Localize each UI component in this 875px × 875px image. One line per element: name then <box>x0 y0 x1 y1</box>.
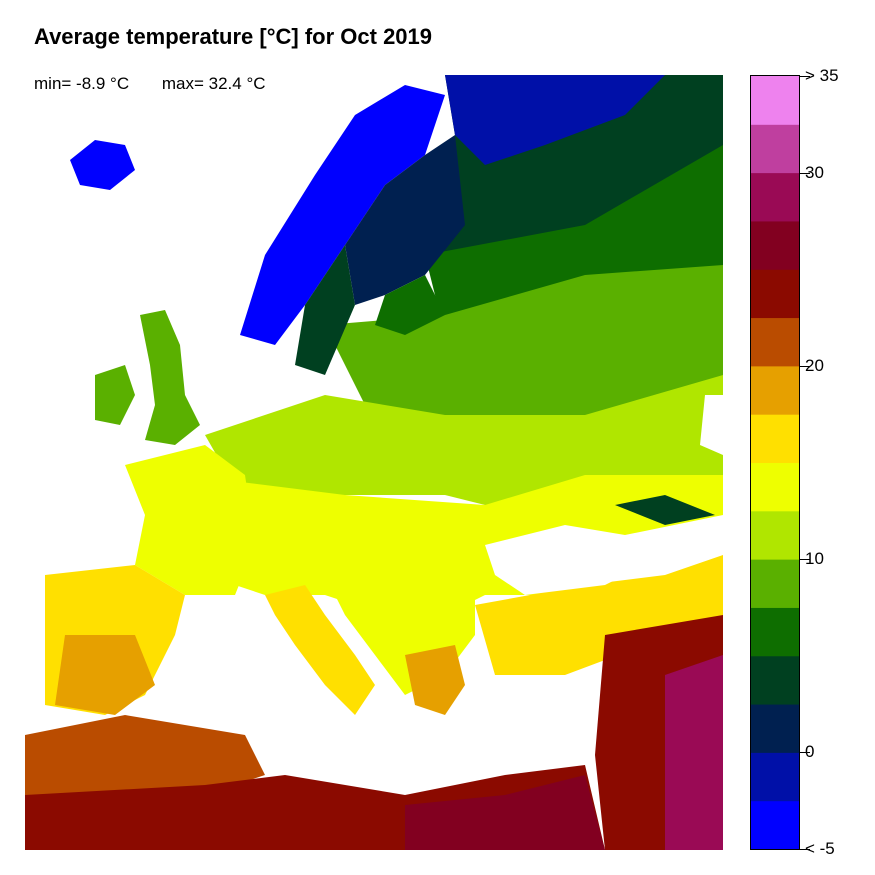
region-great-britain <box>140 310 200 445</box>
legend-tick-label: 10 <box>805 549 824 569</box>
max-value: max= 32.4 °C <box>161 74 266 93</box>
region-south-europe <box>185 475 723 615</box>
legend-bin <box>751 124 799 174</box>
legend-bin <box>751 462 799 512</box>
legend-tick-label: 0 <box>805 742 815 762</box>
black-sea <box>485 525 645 595</box>
legend-bin <box>751 607 799 657</box>
legend-bin <box>751 172 799 222</box>
legend-bin <box>751 559 799 608</box>
legend-bin <box>751 414 799 463</box>
legend-bin <box>751 365 799 415</box>
region-libya-egypt <box>405 775 605 850</box>
legend-tick-label: 30 <box>805 162 824 182</box>
color-legend-bar <box>750 75 800 850</box>
region-france <box>125 445 255 595</box>
legend-bin <box>751 76 799 125</box>
caspian-sea <box>700 395 723 455</box>
min-max-stats: min= -8.9 °C max= 32.4 °C <box>34 74 294 94</box>
region-sweden-south <box>295 245 355 375</box>
legend-tick-mark <box>800 365 810 367</box>
legend-border <box>750 75 800 850</box>
legend-bin <box>751 655 799 705</box>
legend-bin <box>751 800 799 850</box>
legend-tick-mark <box>800 559 810 561</box>
legend-bin <box>751 269 799 319</box>
region-caucasus <box>615 495 715 525</box>
legend-tick-label: > 35 <box>805 66 839 85</box>
legend-bin <box>751 317 799 367</box>
region-north-africa <box>25 715 265 795</box>
temperature-map <box>25 75 723 850</box>
legend-bin <box>751 704 799 753</box>
map-title: Average temperature [°C] for Oct 2019 <box>34 24 433 49</box>
legend-tick-label: 20 <box>805 355 824 375</box>
min-value: min= -8.9 °C <box>34 74 130 93</box>
legend-tick-mark <box>800 172 810 174</box>
region-arctic-coast <box>445 75 665 165</box>
region-italy <box>265 585 375 715</box>
legend-bin <box>751 510 799 560</box>
region-arabia <box>665 655 723 850</box>
region-finland-south <box>375 275 445 335</box>
region-iberia-south <box>55 635 155 715</box>
legend-tick-label: < -5 <box>805 839 835 858</box>
region-greece <box>405 645 465 715</box>
region-ireland <box>95 365 135 425</box>
legend-bin <box>751 220 799 270</box>
legend-tick-mark <box>800 752 810 754</box>
region-russia-mid <box>325 265 723 435</box>
legend-tick-mark <box>800 849 810 850</box>
region-iceland <box>70 140 135 190</box>
region-scandinavia-coast <box>240 85 445 345</box>
legend-bin <box>751 752 799 802</box>
region-turkey <box>475 555 723 675</box>
legend-tick-mark <box>800 76 810 77</box>
region-scandinavia-inner <box>345 135 465 305</box>
